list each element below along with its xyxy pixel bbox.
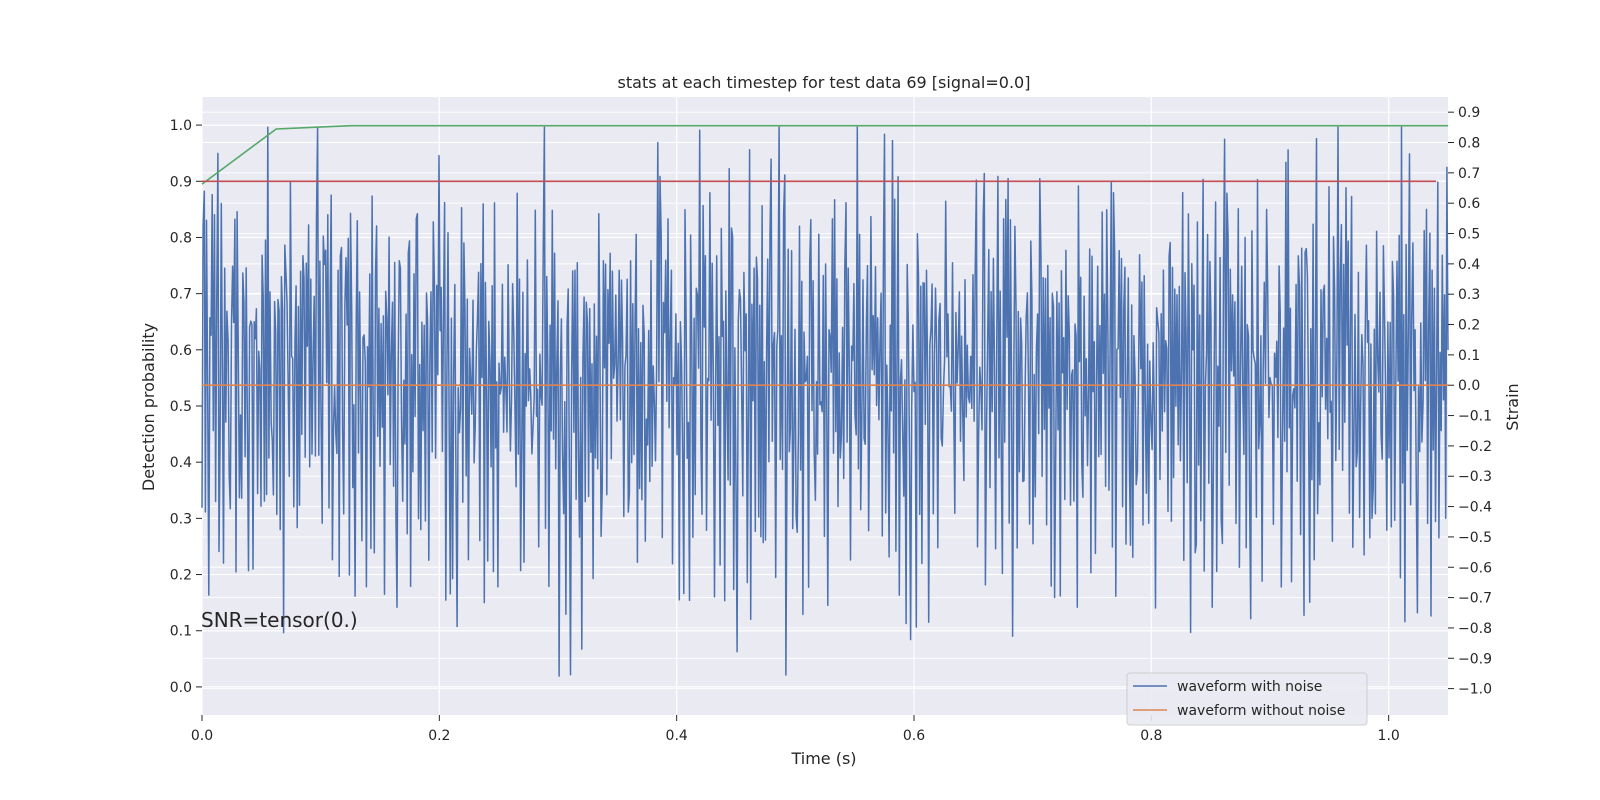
y-tick-label-9: 0.9 <box>170 174 192 190</box>
y-tick-label-6: 0.6 <box>170 343 192 359</box>
series-layer <box>201 124 1449 677</box>
y2-tick-label-10: 0.0 <box>1458 378 1480 394</box>
x-tick-label-5: 1.0 <box>1378 728 1400 744</box>
y2-tick-label-8: −0.2 <box>1458 439 1492 455</box>
y2-tick-label-18: 0.8 <box>1458 136 1480 152</box>
y2-tick-label-2: −0.8 <box>1458 621 1492 637</box>
x-tick-label-4: 0.8 <box>1140 728 1162 744</box>
right-axis: −1.0 −0.9 −0.8 −0.7 −0.6 −0.5 −0.4 −0.3 −0.2 −0.1… <box>1448 105 1492 698</box>
y2-tick-label-19: 0.9 <box>1458 105 1480 121</box>
legend-label-noise: waveform with noise <box>1177 679 1322 695</box>
y2-tick-label-9: −0.1 <box>1458 409 1492 425</box>
x-tick-label-3: 0.6 <box>903 728 925 744</box>
y-tick-label-7: 0.7 <box>170 287 192 303</box>
y-tick-label-5: 0.5 <box>170 399 192 415</box>
y-axis-label: Detection probability <box>139 323 158 491</box>
y2-tick-label-5: −0.5 <box>1458 530 1492 546</box>
y2-tick-label-7: −0.3 <box>1458 469 1492 485</box>
y-tick-label-8: 0.8 <box>170 230 192 246</box>
y-tick-label-0: 0.0 <box>170 680 192 696</box>
series-waveform-with-noise <box>201 126 1449 677</box>
y2-axis-label: Strain <box>1503 383 1522 430</box>
legend: waveform with noise waveform without noi… <box>1126 672 1368 726</box>
y2-tick-label-16: 0.6 <box>1458 196 1480 212</box>
snr-annotation: SNR=tensor(0.) <box>201 608 358 632</box>
y2-tick-label-3: −0.7 <box>1458 591 1492 607</box>
x-tick-label-1: 0.2 <box>428 728 450 744</box>
y-tick-label-2: 0.2 <box>170 568 192 584</box>
y2-tick-label-17: 0.7 <box>1458 166 1480 182</box>
x-axis: 0.0 0.2 0.4 0.6 0.8 1.0 <box>191 715 1400 744</box>
y2-tick-label-0: −1.0 <box>1458 682 1492 698</box>
legend-box <box>1126 672 1368 726</box>
y-tick-label-1: 0.1 <box>170 624 192 640</box>
y2-tick-label-11: 0.1 <box>1458 348 1480 364</box>
x-axis-label: Time (s) <box>790 749 856 768</box>
y2-tick-label-4: −0.6 <box>1458 560 1492 576</box>
y2-tick-label-12: 0.2 <box>1458 318 1480 334</box>
x-tick-label-2: 0.4 <box>666 728 688 744</box>
legend-label-clean: waveform without noise <box>1177 703 1345 719</box>
y2-tick-label-1: −0.9 <box>1458 651 1492 667</box>
chart-title: stats at each timestep for test data 69 … <box>618 73 1031 92</box>
y2-tick-label-6: −0.4 <box>1458 500 1492 516</box>
series-detection-probability <box>201 124 1448 185</box>
y2-tick-label-13: 0.3 <box>1458 287 1480 303</box>
y-tick-label-10: 1.0 <box>170 118 192 134</box>
y-tick-label-4: 0.4 <box>170 455 192 471</box>
left-axis: 0.0 0.1 0.2 0.3 0.4 0.5 0.6 0.7 0.8 0.9 1.0 <box>170 118 202 696</box>
y2-tick-label-15: 0.5 <box>1458 227 1480 243</box>
y2-tick-label-14: 0.4 <box>1458 257 1480 273</box>
y-tick-label-3: 0.3 <box>170 511 192 527</box>
x-tick-label-0: 0.0 <box>191 728 213 744</box>
